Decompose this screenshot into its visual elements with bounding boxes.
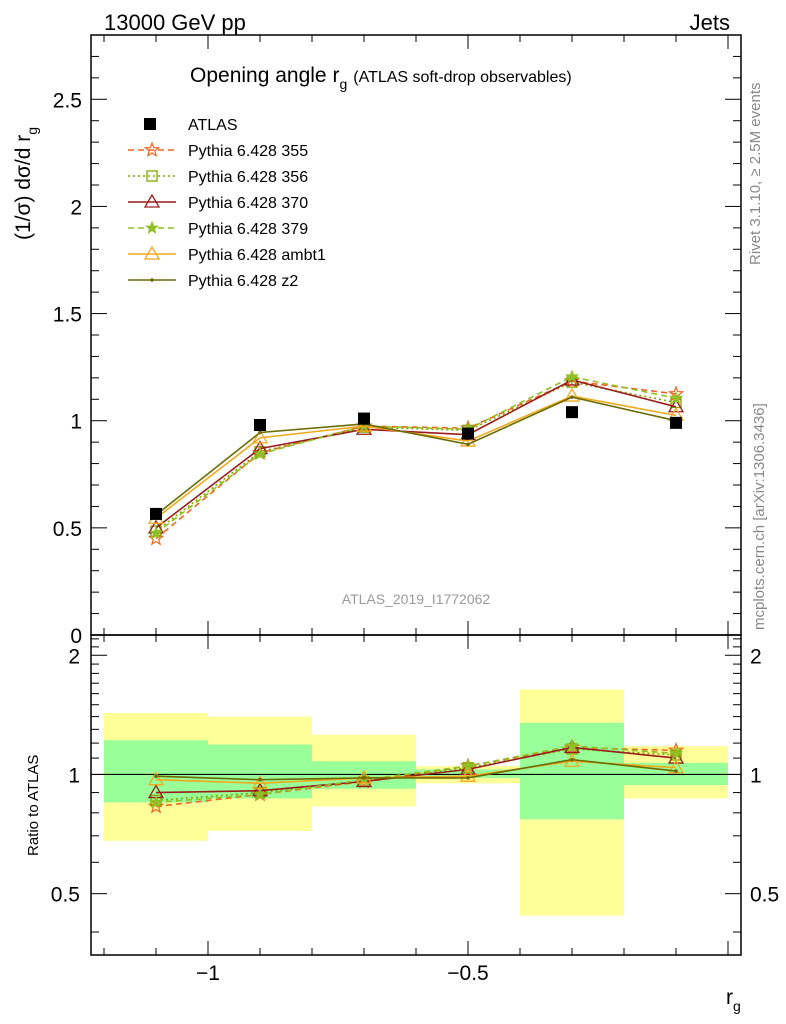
main-series (147, 369, 685, 546)
legend-label-0: Pythia 6.428 355 (188, 143, 308, 160)
data-point (670, 416, 682, 429)
data-point (566, 406, 578, 419)
data-point (254, 419, 266, 431)
ratio-point-4 (251, 774, 269, 789)
band-inner-3 (416, 769, 520, 778)
ratio-point-4 (355, 769, 373, 784)
y-tick-label-top: 0 (70, 625, 82, 648)
ratio-point-3 (668, 746, 684, 760)
series-point-3 (668, 390, 684, 405)
y-tick-label-top: 2.5 (53, 89, 82, 112)
ratio-point-4 (459, 767, 477, 782)
data-point (462, 427, 474, 440)
ratio-point-3 (252, 787, 268, 801)
legend-marker-data (144, 118, 156, 130)
ratio-series (147, 738, 685, 814)
y-tick-label-top: 1 (70, 411, 82, 434)
y-tick-label-top: 2 (70, 196, 82, 219)
data-point (358, 412, 370, 425)
y-tick-label-bottom-right: 1 (750, 764, 762, 787)
ratio-point-2 (459, 761, 477, 776)
legend-marker-5 (150, 278, 154, 282)
legend-label-data: ATLAS (188, 117, 238, 134)
legend-label-4: Pythia 6.428 ambt1 (188, 247, 326, 264)
uncertainty-bands (104, 689, 728, 916)
x-tick-label: −1 (196, 962, 220, 985)
analysis-watermark: ATLAS_2019_I1772062 (342, 591, 491, 607)
axis-ticks (91, 34, 741, 955)
band-inner-0 (104, 740, 208, 803)
series-line-4 (155, 395, 677, 519)
x-axis-label: rg (726, 986, 741, 1014)
ratio-point-4 (147, 771, 165, 786)
ratio-point-3 (564, 738, 580, 753)
legend: ATLAS Pythia 6.428 355 Pythia 6.428 356 Pyt… (128, 117, 326, 290)
series-line-3 (155, 375, 677, 534)
series-point-2 (667, 398, 685, 413)
series-line-0 (155, 380, 677, 540)
series-line-2 (155, 379, 677, 529)
ratio-line-0 (155, 746, 677, 808)
legend-marker-1 (146, 170, 158, 182)
legend-label-5: Pythia 6.428 z2 (188, 273, 298, 290)
series-point-5 (466, 442, 470, 447)
legend-marker-4 (143, 245, 161, 260)
ratio-point-5 (362, 776, 366, 780)
ratio-point-3 (148, 794, 164, 809)
ratio-point-5 (154, 774, 158, 778)
series-point-4 (563, 387, 581, 402)
band-inner-4 (520, 722, 624, 820)
y-tick-label-top: 1.5 (53, 304, 82, 327)
legend-label-2: Pythia 6.428 370 (188, 195, 308, 212)
mcplots-info: mcplots.cern.ch [arXiv:1306.3436] (751, 403, 768, 630)
series-point-4 (251, 429, 269, 444)
x-tick-label: −0.5 (447, 962, 488, 985)
ratio-line-3 (155, 745, 677, 804)
y-axis-label-top: (1/σ) dσ/d rg (12, 127, 40, 240)
series-point-3 (564, 369, 580, 383)
y-axis-label-bottom: Ratio to ATLAS (25, 755, 42, 856)
series-point-5 (570, 395, 574, 399)
ratio-point-5 (258, 777, 262, 782)
data-point (150, 507, 162, 520)
chart-title: Opening angle rg (ATLAS soft-drop observa… (190, 64, 572, 92)
ratio-point-5 (570, 757, 574, 762)
legend-marker-3 (144, 220, 160, 235)
ratio-point-5 (674, 769, 678, 773)
y-tick-label-bottom: 1 (68, 764, 80, 787)
legend-marker-0 (143, 141, 161, 158)
series-point-3 (252, 446, 268, 460)
series-line-5 (155, 396, 677, 516)
tick-labels: −1 −0.5 0 0.5 1 1.5 2 2.5 0.5 0.5 1 1 2 2 (51, 89, 779, 985)
header-process: Jets (690, 10, 730, 35)
header-energy: 13000 GeV pp (104, 10, 246, 35)
series-point-3 (148, 525, 164, 540)
y-tick-label-top: 0.5 (53, 518, 82, 541)
legend-label-3: Pythia 6.428 379 (188, 221, 308, 238)
series-point-2 (355, 420, 373, 435)
series-point-5 (258, 430, 262, 435)
legend-label-1: Pythia 6.428 356 (188, 169, 308, 186)
ratio-point-5 (466, 776, 470, 780)
y-tick-label-bottom: 2 (68, 645, 80, 668)
y-tick-label-bottom-right: 2 (750, 645, 762, 668)
rivet-info: Rivet 3.1.10, ≥ 2.5M events (747, 83, 764, 266)
series-line-1 (155, 381, 677, 532)
ratio-line-2 (155, 746, 677, 794)
y-tick-label-bottom-right: 0.5 (750, 884, 779, 907)
legend-marker-2 (143, 193, 161, 208)
ratio-line-5 (155, 758, 677, 781)
y-tick-label-bottom: 0.5 (51, 884, 80, 907)
